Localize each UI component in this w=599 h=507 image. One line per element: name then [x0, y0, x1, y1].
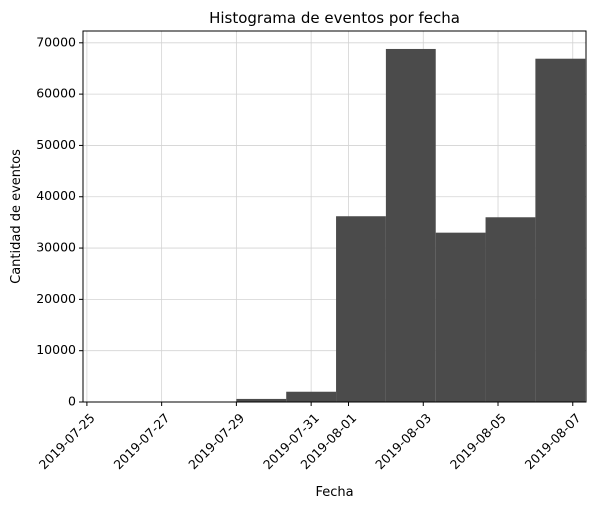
y-tick-label: 0	[68, 394, 76, 409]
x-tick-label: 2019-07-25	[36, 410, 98, 472]
plot-frame	[82, 30, 587, 403]
histogram-bar	[485, 217, 536, 402]
histogram-bar	[236, 398, 287, 402]
histogram-bar	[535, 58, 586, 403]
x-tick-label: 2019-07-29	[185, 410, 247, 472]
y-axis-title: Cantidad de eventos	[9, 149, 24, 284]
y-tick-label: 20000	[36, 291, 76, 306]
x-axis-ticks: 2019-07-25 2019-07-27 2019-07-29 2019-07-31…	[36, 402, 584, 472]
histogram-bar	[286, 391, 337, 402]
chart-title: Histograma de eventos por fecha	[209, 9, 460, 27]
histogram-bar	[385, 48, 436, 402]
y-tick-label: 30000	[36, 240, 76, 255]
x-tick-label: 2019-08-03	[372, 410, 434, 472]
y-axis-ticks: 0 10000 20000 30000 40000 50000 60000 70000	[36, 34, 83, 409]
histogram-bar	[336, 216, 386, 402]
x-tick-label: 2019-07-27	[111, 410, 173, 472]
histogram-bars	[86, 48, 586, 403]
y-tick-label: 70000	[36, 34, 76, 49]
histogram-bar	[435, 232, 486, 402]
x-tick-label: 2019-08-07	[522, 410, 584, 472]
x-tick-label: 2019-08-05	[447, 410, 509, 472]
y-tick-label: 50000	[36, 137, 76, 152]
y-tick-label: 10000	[36, 342, 76, 357]
y-tick-label: 40000	[36, 188, 76, 203]
x-axis-title: Fecha	[315, 485, 353, 500]
y-tick-label: 60000	[36, 86, 76, 101]
